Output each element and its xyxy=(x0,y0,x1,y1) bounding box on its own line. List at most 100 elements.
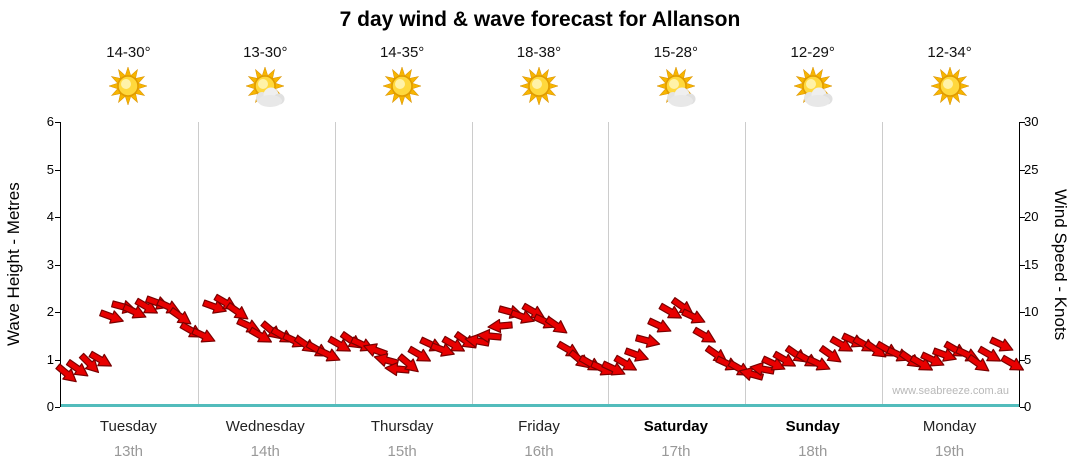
day-separator xyxy=(472,122,473,407)
day-separator xyxy=(882,122,883,407)
wind-arrow xyxy=(542,312,572,340)
left-tick-mark xyxy=(55,122,60,123)
day-name-label: Wednesday xyxy=(225,418,305,435)
wind-arrow xyxy=(667,293,697,321)
day-temp: 14-35° xyxy=(379,44,425,61)
wind-arrow xyxy=(953,342,983,367)
wind-arrow xyxy=(348,333,378,358)
left-tick-mark xyxy=(55,169,60,171)
wind-arrow xyxy=(360,338,390,362)
wind-arrow xyxy=(63,355,93,383)
day-date-label: 18th xyxy=(798,443,828,460)
wind-arrow xyxy=(166,303,196,331)
sunny-icon xyxy=(105,66,151,110)
wind-arrow xyxy=(941,337,972,364)
wind-arrow xyxy=(245,322,276,349)
wind-arrow xyxy=(679,304,709,329)
day-date-label: 19th xyxy=(934,443,965,460)
wind-arrow xyxy=(508,305,538,329)
chart-title: 7 day wind & wave forecast for Allanson xyxy=(339,8,741,31)
wind-arrow xyxy=(781,341,811,369)
wind-arrow xyxy=(645,314,675,339)
left-tick-label: 6 xyxy=(46,114,54,129)
day-temp: 18-38° xyxy=(516,44,562,61)
wind-arrow xyxy=(816,341,846,369)
wind-arrow xyxy=(576,351,607,378)
day-date-label: 15th xyxy=(387,443,417,460)
wind-arrow xyxy=(770,346,801,373)
wind-arrow xyxy=(531,309,561,334)
left-tick-label: 1 xyxy=(46,351,54,367)
wind-arrow xyxy=(131,294,162,321)
wind-arrow xyxy=(211,289,242,316)
left-axis-title: Wave Height - Metres xyxy=(4,182,23,347)
wind-arrow xyxy=(793,346,824,373)
right-tick-mark xyxy=(1020,312,1025,313)
wind-arrow xyxy=(964,350,994,378)
wind-arrow xyxy=(120,299,150,324)
wind-arrow xyxy=(634,329,663,351)
wind-arrow xyxy=(463,330,491,350)
partly-cloudy-icon xyxy=(653,66,699,110)
right-tick-mark xyxy=(1020,407,1025,408)
wind-arrow xyxy=(97,305,127,329)
wind-arrow xyxy=(838,328,868,353)
wind-arrow xyxy=(588,356,618,381)
day-name-label: Sunday xyxy=(785,418,840,435)
right-tick-mark xyxy=(1020,217,1025,218)
left-tick-mark xyxy=(55,312,60,313)
left-tick-mark xyxy=(55,407,60,408)
wind-arrow xyxy=(656,299,687,326)
left-tick-label: 3 xyxy=(46,256,54,272)
wind-arrow xyxy=(475,327,502,345)
wind-arrow xyxy=(918,347,948,372)
day-temp: 14-30° xyxy=(106,44,151,61)
wind-arrow xyxy=(804,352,834,377)
wind-arrow xyxy=(622,343,652,367)
day-separator xyxy=(608,122,609,407)
day-name-label: Tuesday xyxy=(99,418,157,435)
wind-arrow xyxy=(497,301,526,323)
wind-arrow xyxy=(223,298,253,326)
right-tick-label: 15 xyxy=(1024,256,1039,272)
wind-arrow xyxy=(302,337,333,364)
right-tick-label: 30 xyxy=(1024,114,1039,129)
right-tick-label: 5 xyxy=(1024,351,1032,367)
wind-arrow xyxy=(599,356,629,381)
wind-arrow xyxy=(895,345,925,373)
day-temp: 15-28° xyxy=(653,44,699,61)
wind-arrow xyxy=(109,296,138,318)
day-date-label: 16th xyxy=(524,443,554,460)
day-date-label: 14th xyxy=(250,443,280,460)
right-tick-mark xyxy=(1020,122,1025,123)
sunny-icon xyxy=(516,66,562,110)
plot-area: www.seabreeze.com.au xyxy=(54,122,1025,408)
wind-arrow xyxy=(690,322,721,349)
right-tick-label: 10 xyxy=(1024,304,1039,319)
wind-arrow xyxy=(553,337,584,364)
wind-arrow xyxy=(873,337,904,364)
right-tick-label: 20 xyxy=(1024,209,1039,224)
wind-arrow xyxy=(154,295,184,320)
day-temp: 12-34° xyxy=(927,44,972,61)
wind-arrow xyxy=(86,346,117,373)
day-date-label: 17th xyxy=(661,443,691,460)
day-name-label: Monday xyxy=(922,418,977,435)
wind-arrow xyxy=(405,341,436,368)
left-tick-label: 4 xyxy=(46,209,54,224)
day-temp: 12-29° xyxy=(790,44,835,61)
day-temp: 13-30° xyxy=(243,44,288,61)
wind-arrow xyxy=(975,341,1006,368)
wind-arrow xyxy=(565,345,595,374)
sunny-icon xyxy=(379,66,425,110)
day-separator xyxy=(745,122,746,407)
right-tick-mark xyxy=(1020,264,1025,266)
wind-arrow xyxy=(428,338,458,362)
wind-arrow xyxy=(416,333,446,358)
wind-arrow xyxy=(291,331,321,359)
partly-cloudy-icon xyxy=(790,66,836,110)
wind-arrow xyxy=(439,332,470,359)
wind-arrow xyxy=(325,332,356,359)
right-tick-mark xyxy=(1020,169,1025,171)
wind-arrow xyxy=(486,317,513,335)
